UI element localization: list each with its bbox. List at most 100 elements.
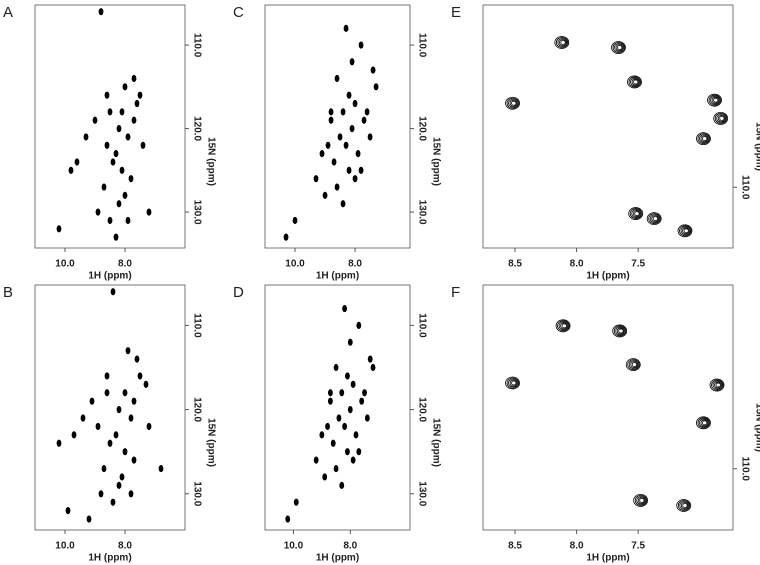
contour-ring <box>631 78 640 86</box>
contour-ring <box>628 76 641 88</box>
contour-ring <box>707 93 722 107</box>
contour-ring <box>560 322 568 330</box>
contour-ring <box>636 495 647 505</box>
contour-ring <box>614 43 625 52</box>
peak <box>336 414 342 422</box>
contour-ring <box>679 501 690 510</box>
peak <box>65 507 71 515</box>
peak <box>110 498 116 506</box>
contour-ring <box>628 207 644 220</box>
peak <box>92 116 98 124</box>
contour-ring <box>632 210 641 217</box>
contour-ring <box>555 319 571 333</box>
peak <box>125 216 131 225</box>
contour-ring <box>615 44 624 51</box>
contour-ring <box>558 39 567 46</box>
peak <box>134 99 140 108</box>
peak <box>347 406 353 414</box>
peak <box>347 338 353 346</box>
peak <box>325 141 331 149</box>
contour-ring <box>651 215 659 223</box>
peak <box>104 372 110 380</box>
contour-ring <box>714 113 728 124</box>
peak <box>101 464 107 473</box>
peak <box>356 448 362 456</box>
x-axis-label: 1H (ppm) <box>316 553 359 564</box>
contour-ring <box>611 41 626 54</box>
x-tick-label: 10.0 <box>55 541 75 552</box>
contour-ring <box>708 94 722 106</box>
peak <box>313 456 319 464</box>
x-tick-label: 7.5 <box>631 541 645 552</box>
peak-contour <box>627 75 642 89</box>
contour-ring <box>711 379 724 391</box>
y-tick-label: 120.0 <box>191 397 202 422</box>
contour-ring <box>700 419 709 427</box>
peak <box>340 200 346 208</box>
contour-ring <box>637 496 646 504</box>
contour-ring <box>508 98 519 108</box>
peak <box>116 406 122 414</box>
peak <box>345 372 350 380</box>
contour-ring <box>561 323 567 329</box>
plot-frame <box>34 284 186 531</box>
contour-ring <box>511 380 517 386</box>
peak <box>128 490 134 498</box>
peak <box>331 158 337 166</box>
peak <box>327 389 333 397</box>
peak-contour <box>505 376 520 390</box>
contour-ring <box>702 420 708 426</box>
y-axis-label: 15N (ppm) <box>430 418 441 467</box>
peak <box>122 389 128 397</box>
peak-contour <box>505 96 520 110</box>
panel: A 10.0 8.01H (ppm) 110.0 120.0 130.0 15N (ppm) <box>3 4 216 282</box>
contour-ring <box>711 96 720 104</box>
peak <box>125 133 131 141</box>
peak-contour <box>554 36 570 49</box>
peak <box>364 414 370 422</box>
peak <box>292 216 298 225</box>
peak <box>293 498 299 506</box>
y-tick-label: 120.0 <box>416 116 427 141</box>
contour-ring <box>677 224 693 238</box>
contour-ring <box>558 321 569 331</box>
x-tick-label: 8.5 <box>508 541 522 552</box>
peak <box>356 321 362 330</box>
peak <box>319 150 325 158</box>
x-axis-label: 1H (ppm) <box>316 271 359 282</box>
peak <box>104 389 110 397</box>
x-axis-label: 1H (ppm) <box>88 553 131 564</box>
contour-ring <box>712 380 723 390</box>
peak <box>146 208 152 216</box>
contour-ring <box>506 97 520 109</box>
contour-ring <box>555 37 569 48</box>
contour-ring <box>648 213 661 225</box>
peak <box>128 175 134 183</box>
contour-ring <box>633 79 639 85</box>
panel-label: A <box>3 4 13 21</box>
x-tick-label: 7.5 <box>631 259 645 270</box>
y-tick-label: 130.0 <box>416 481 427 506</box>
contour-ring <box>683 228 689 234</box>
peak <box>83 133 89 141</box>
peak-contour <box>696 416 711 430</box>
contour-ring <box>680 502 689 509</box>
x-tick-label: 10.0 <box>55 259 75 270</box>
peak-contour <box>633 493 649 507</box>
peak <box>319 431 325 439</box>
contour-ring <box>709 378 725 392</box>
peak-contour <box>625 358 641 372</box>
peak <box>137 372 143 380</box>
peak <box>98 490 104 498</box>
peak <box>342 304 348 313</box>
peak <box>340 108 346 116</box>
peak <box>74 158 80 166</box>
peak <box>350 380 356 388</box>
peak <box>364 108 370 116</box>
peak <box>104 141 110 149</box>
peak <box>328 108 334 116</box>
contour-ring <box>639 497 645 503</box>
peak <box>113 150 119 158</box>
y-axis-label: 15N (ppm) <box>205 418 216 467</box>
contour-ring <box>697 133 710 145</box>
